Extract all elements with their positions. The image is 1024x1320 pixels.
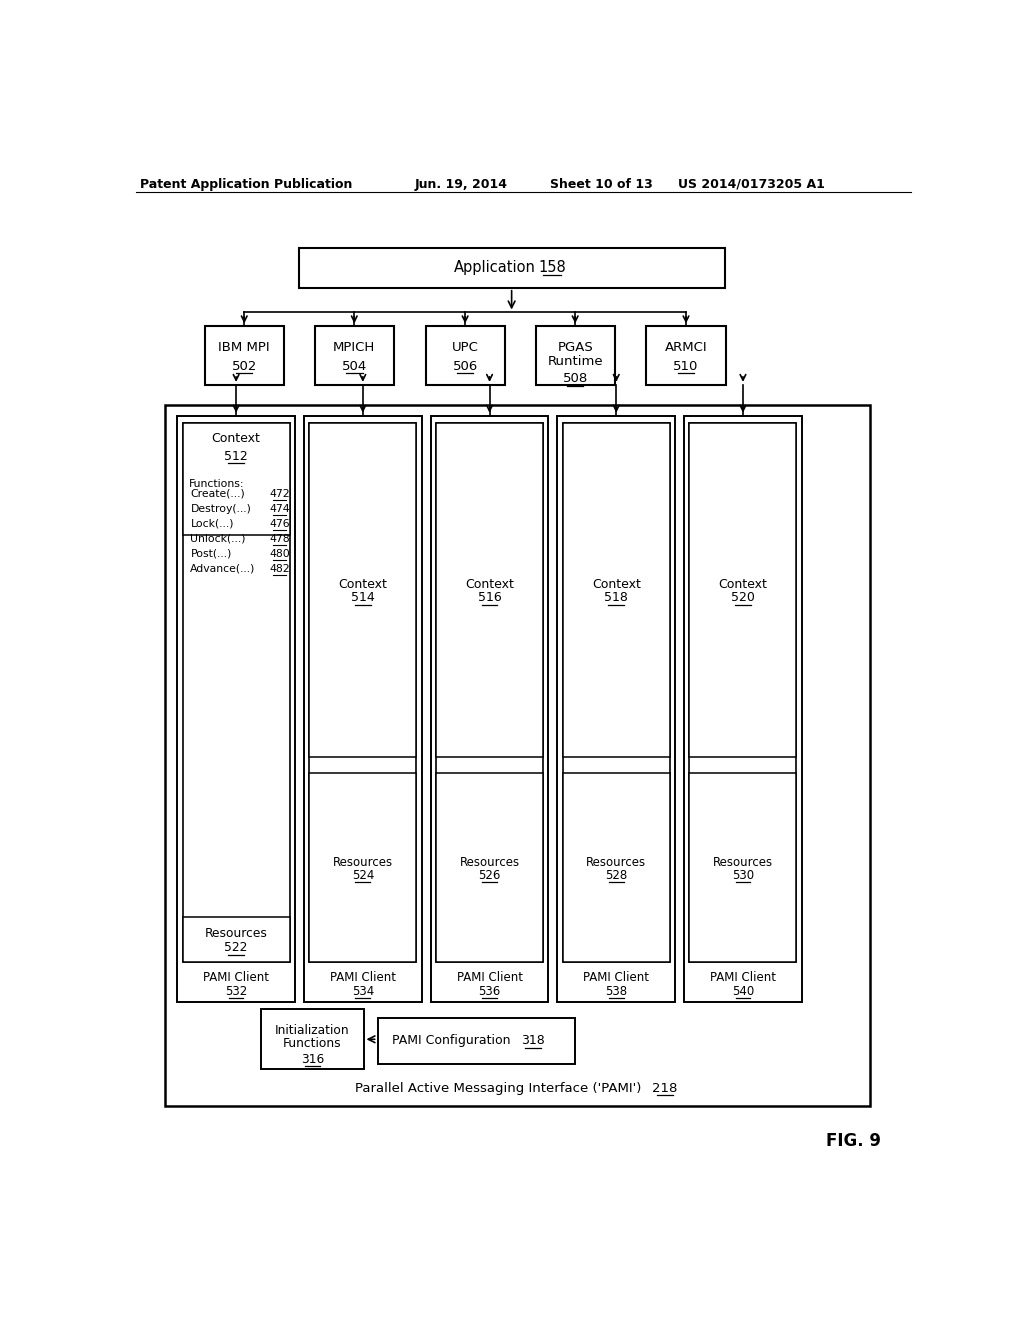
- Bar: [431, 416, 549, 1002]
- Text: 538: 538: [605, 985, 628, 998]
- Text: 522: 522: [224, 941, 248, 954]
- Bar: [177, 416, 295, 1002]
- Text: Initialization: Initialization: [275, 1023, 350, 1036]
- Bar: [436, 424, 543, 756]
- Bar: [426, 326, 505, 385]
- Text: 478: 478: [269, 533, 290, 544]
- Text: 502: 502: [231, 360, 257, 372]
- Text: Functions: Functions: [284, 1038, 342, 1051]
- Text: 472: 472: [269, 488, 290, 499]
- Text: Jun. 19, 2014: Jun. 19, 2014: [415, 178, 508, 190]
- Bar: [314, 326, 394, 385]
- Text: MPICH: MPICH: [333, 342, 376, 354]
- Text: PAMI Configuration: PAMI Configuration: [392, 1035, 511, 1047]
- Text: Context: Context: [465, 578, 514, 591]
- Text: 508: 508: [562, 372, 588, 385]
- Text: UPC: UPC: [452, 342, 478, 354]
- Bar: [536, 326, 614, 385]
- Bar: [299, 248, 725, 288]
- Text: Advance(...): Advance(...): [190, 564, 256, 574]
- Bar: [309, 424, 417, 961]
- Text: 532: 532: [225, 985, 247, 998]
- Text: 316: 316: [301, 1053, 324, 1065]
- Text: Post(...): Post(...): [190, 549, 231, 558]
- Text: 514: 514: [351, 591, 375, 605]
- Text: IBM MPI: IBM MPI: [218, 342, 270, 354]
- Text: 524: 524: [351, 869, 374, 882]
- Text: 512: 512: [224, 450, 248, 463]
- Text: Context: Context: [212, 432, 260, 445]
- Bar: [557, 416, 675, 1002]
- Text: Resources: Resources: [205, 927, 267, 940]
- Bar: [309, 424, 417, 756]
- Bar: [689, 424, 797, 961]
- Text: 474: 474: [269, 504, 290, 513]
- Text: Lock(...): Lock(...): [190, 519, 233, 529]
- Bar: [182, 424, 290, 961]
- Bar: [689, 774, 797, 961]
- Text: Functions:: Functions:: [188, 479, 245, 488]
- Text: 476: 476: [269, 519, 290, 529]
- Text: 528: 528: [605, 869, 628, 882]
- Text: Runtime: Runtime: [548, 355, 603, 368]
- Text: Parallel Active Messaging Interface ('PAMI'): Parallel Active Messaging Interface ('PA…: [355, 1082, 642, 1096]
- Text: Resources: Resources: [460, 857, 519, 869]
- Text: 504: 504: [342, 360, 367, 372]
- Bar: [563, 774, 670, 961]
- Text: 480: 480: [269, 549, 290, 558]
- Bar: [689, 424, 797, 756]
- Text: 526: 526: [478, 869, 501, 882]
- Text: 530: 530: [732, 869, 754, 882]
- Text: Context: Context: [592, 578, 641, 591]
- Text: PAMI Client: PAMI Client: [584, 972, 649, 985]
- Text: Resources: Resources: [586, 857, 646, 869]
- Text: 482: 482: [269, 564, 290, 574]
- Bar: [309, 774, 417, 961]
- Text: 510: 510: [674, 360, 698, 372]
- Text: 534: 534: [351, 985, 374, 998]
- Text: PAMI Client: PAMI Client: [203, 972, 269, 985]
- Text: Create(...): Create(...): [190, 488, 245, 499]
- Text: 536: 536: [478, 985, 501, 998]
- Text: Context: Context: [338, 578, 387, 591]
- Text: Unlock(...): Unlock(...): [190, 533, 246, 544]
- Text: 540: 540: [732, 985, 754, 998]
- Bar: [563, 424, 670, 961]
- Text: Destroy(...): Destroy(...): [190, 504, 251, 513]
- Text: Patent Application Publication: Patent Application Publication: [139, 178, 352, 190]
- Bar: [436, 424, 543, 961]
- Bar: [436, 774, 543, 961]
- Text: Sheet 10 of 13: Sheet 10 of 13: [550, 178, 653, 190]
- Bar: [304, 416, 422, 1002]
- Text: 520: 520: [731, 591, 755, 605]
- Text: PAMI Client: PAMI Client: [330, 972, 396, 985]
- Bar: [182, 424, 290, 535]
- Text: 518: 518: [604, 591, 628, 605]
- Bar: [646, 326, 726, 385]
- Text: US 2014/0173205 A1: US 2014/0173205 A1: [678, 178, 825, 190]
- Text: PAMI Client: PAMI Client: [710, 972, 776, 985]
- Text: 218: 218: [652, 1082, 678, 1096]
- Bar: [684, 416, 802, 1002]
- Text: ARMCI: ARMCI: [665, 342, 708, 354]
- Bar: [165, 405, 870, 1106]
- Text: Resources: Resources: [713, 857, 773, 869]
- Text: 506: 506: [453, 360, 478, 372]
- Bar: [563, 424, 670, 756]
- Bar: [205, 326, 284, 385]
- Text: 318: 318: [521, 1035, 545, 1047]
- Text: Resources: Resources: [333, 857, 393, 869]
- Bar: [261, 1010, 364, 1069]
- Bar: [182, 917, 290, 961]
- Text: Context: Context: [719, 578, 767, 591]
- Text: 516: 516: [477, 591, 502, 605]
- Text: PAMI Client: PAMI Client: [457, 972, 522, 985]
- Text: Application: Application: [454, 260, 536, 276]
- Text: PGAS: PGAS: [557, 342, 593, 354]
- Text: 158: 158: [538, 260, 566, 276]
- Text: FIG. 9: FIG. 9: [825, 1133, 881, 1150]
- Bar: [378, 1018, 575, 1064]
